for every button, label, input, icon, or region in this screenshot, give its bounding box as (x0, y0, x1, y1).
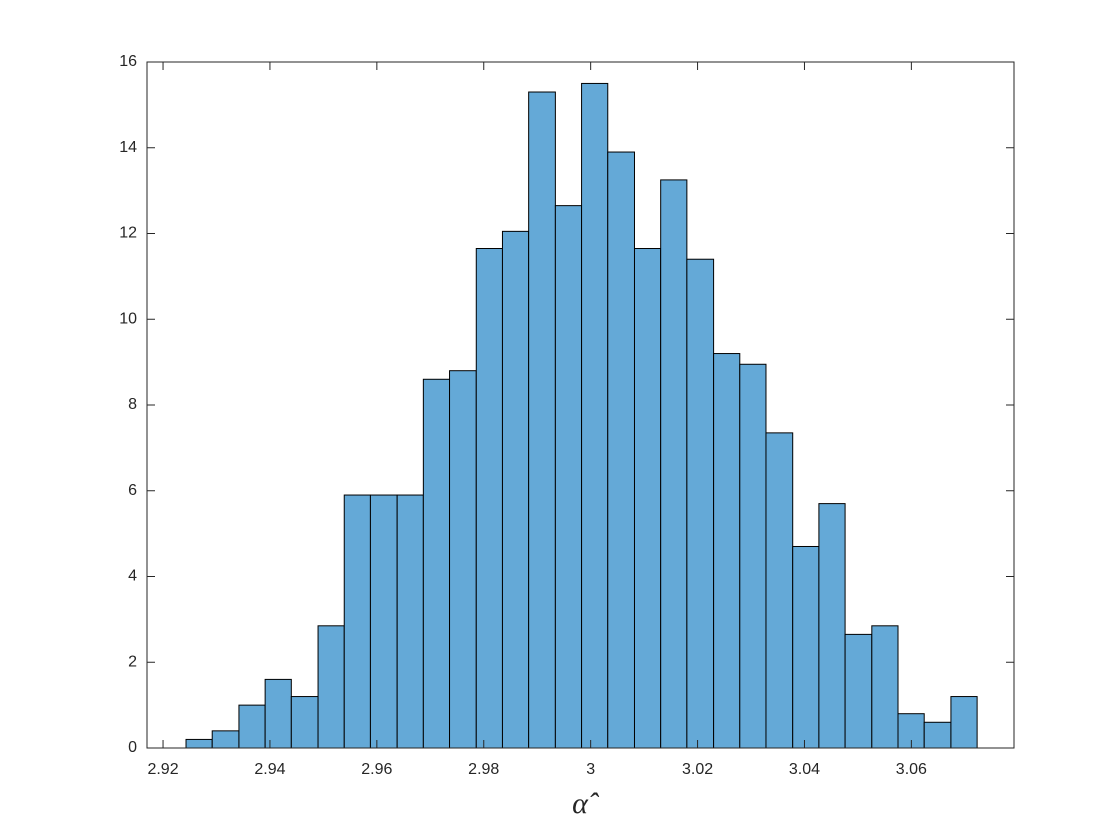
bar (844, 633, 873, 749)
bar (923, 721, 952, 749)
x-tick-label: 3 (586, 761, 595, 778)
bar (633, 248, 662, 749)
bar (554, 205, 583, 749)
bar (818, 503, 846, 749)
x-axis-label: α̂ (572, 787, 600, 820)
x-tick-label: 3.04 (789, 761, 820, 778)
y-tick-label: 12 (119, 225, 137, 242)
bar (238, 704, 266, 749)
bar (475, 248, 503, 749)
bar (449, 370, 477, 749)
bar (343, 494, 371, 749)
bar (713, 353, 741, 749)
bar (501, 230, 530, 749)
y-tick-label: 2 (128, 653, 137, 670)
bar (211, 730, 240, 749)
y-tick-label: 4 (128, 568, 137, 585)
x-tick-label: 2.98 (468, 761, 499, 778)
x-tick-label: 2.92 (147, 761, 178, 778)
y-tick-label: 6 (128, 482, 137, 499)
bar (422, 378, 451, 749)
y-tick-label: 8 (128, 396, 137, 413)
bar (765, 432, 794, 749)
x-tick-label: 3.06 (896, 761, 927, 778)
bar (185, 738, 213, 749)
bar (871, 625, 899, 749)
y-tick-label: 10 (119, 310, 137, 327)
bar (950, 696, 978, 749)
bar (607, 151, 635, 749)
x-tick-label: 2.96 (361, 761, 392, 778)
bar (264, 678, 292, 749)
x-tick-label: 3.02 (682, 761, 713, 778)
bar (686, 258, 715, 749)
y-tick-label: 14 (119, 139, 137, 156)
y-tick-label: 0 (128, 739, 137, 756)
bar (792, 545, 820, 749)
bar (396, 494, 424, 749)
bar (317, 625, 345, 749)
bar (660, 179, 688, 749)
y-tick-label: 16 (119, 53, 137, 70)
bar (739, 363, 767, 749)
x-tick-label: 2.94 (254, 761, 285, 778)
bar (581, 82, 609, 749)
bar (528, 91, 556, 749)
bar (290, 696, 319, 749)
bar (369, 494, 398, 749)
